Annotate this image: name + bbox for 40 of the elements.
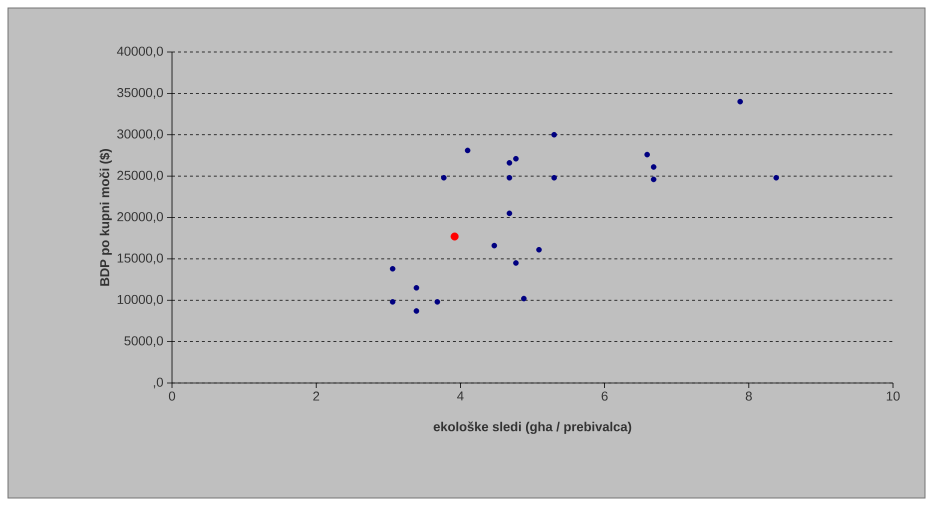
x-tick-label: 6 bbox=[602, 392, 608, 401]
x-tick-label: 0 bbox=[168, 392, 176, 401]
y-tick-label: 30000,0 bbox=[117, 129, 163, 140]
x-tick-label: 4 bbox=[457, 392, 464, 400]
x-tick-label: 8 bbox=[746, 392, 752, 401]
y-axis-title: BDP po kupni moči ($) bbox=[99, 149, 112, 286]
point bbox=[506, 160, 512, 166]
point bbox=[414, 308, 420, 314]
point bbox=[650, 164, 656, 170]
y-tick-label: 15000,0 bbox=[118, 254, 163, 264]
y-tick-label: 40000,0 bbox=[116, 46, 163, 58]
y-tick-label: 10000,0 bbox=[118, 294, 163, 306]
point bbox=[536, 246, 542, 253]
point bbox=[441, 174, 447, 181]
point bbox=[506, 174, 512, 181]
point bbox=[434, 299, 440, 305]
point bbox=[450, 232, 459, 241]
y-tick-label: 20000,0 bbox=[117, 212, 163, 223]
point bbox=[650, 176, 656, 182]
point bbox=[521, 296, 527, 302]
x-tick-label: 10 bbox=[886, 392, 900, 401]
point bbox=[773, 174, 780, 181]
point bbox=[390, 266, 396, 272]
point bbox=[551, 174, 557, 181]
point bbox=[551, 132, 557, 138]
point bbox=[737, 98, 743, 104]
point bbox=[414, 285, 420, 291]
x-axis-title: ekološke sledi (gha / prebivalca) bbox=[434, 422, 632, 434]
point bbox=[506, 210, 512, 216]
point bbox=[513, 260, 519, 266]
x-tick-label: 2 bbox=[313, 392, 320, 401]
y-tick-label: 35000,0 bbox=[117, 88, 163, 99]
point bbox=[491, 242, 498, 248]
y-tick-label: 5000,0 bbox=[124, 336, 163, 347]
y-tick-label: ,0 bbox=[154, 378, 163, 388]
point bbox=[464, 148, 470, 154]
y-tick-label: 25000,0 bbox=[117, 170, 163, 182]
point bbox=[644, 152, 650, 158]
point bbox=[513, 156, 519, 162]
point bbox=[390, 299, 396, 305]
